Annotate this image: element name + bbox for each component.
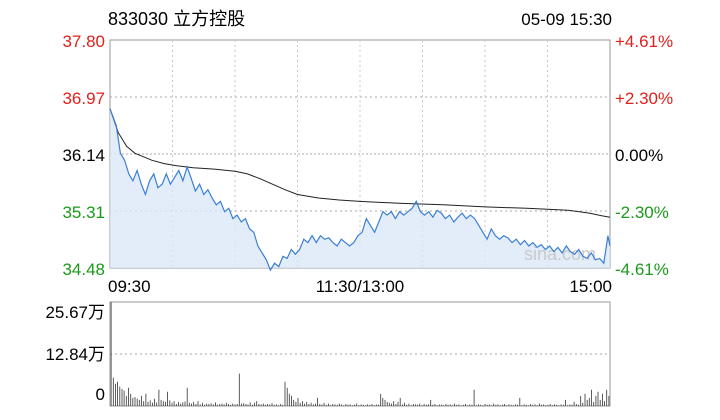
price-panel: sina.com 37.80 36.97 36.14 35.31 34.48 +4.61% +… [62, 32, 673, 296]
y-tick-label-left: 35.31 [62, 203, 105, 222]
volume-tick-label: 0 [96, 385, 105, 404]
y-tick-label-left: 36.14 [62, 146, 105, 165]
watermark-text: sina.com [524, 244, 596, 264]
average-price-line [109, 108, 611, 218]
x-tick-label: 09:30 [108, 277, 151, 296]
y-tick-label-right: 0.00% [615, 146, 663, 165]
y-tick-label-right: +4.61% [615, 32, 673, 51]
y-tick-label-right: -4.61% [615, 260, 669, 279]
stock-title: 833030 立方控股 [108, 9, 245, 29]
volume-panel: 25.67万 12.84万 0 [45, 301, 611, 407]
y-tick-label-left: 34.48 [62, 260, 105, 279]
y-tick-label-left: 37.80 [62, 32, 105, 51]
volume-tick-label: 25.67万 [45, 303, 105, 322]
quote-datetime: 05-09 15:30 [521, 10, 612, 29]
y-tick-label-right: -2.30% [615, 203, 669, 222]
price-line [109, 108, 611, 272]
y-tick-label-left: 36.97 [62, 89, 105, 108]
x-tick-label: 11:30/13:00 [316, 277, 405, 296]
price-area-fill [110, 108, 610, 271]
y-tick-label-right: +2.30% [615, 89, 673, 108]
x-tick-label: 15:00 [569, 277, 612, 296]
volume-tick-label: 12.84万 [45, 345, 105, 364]
